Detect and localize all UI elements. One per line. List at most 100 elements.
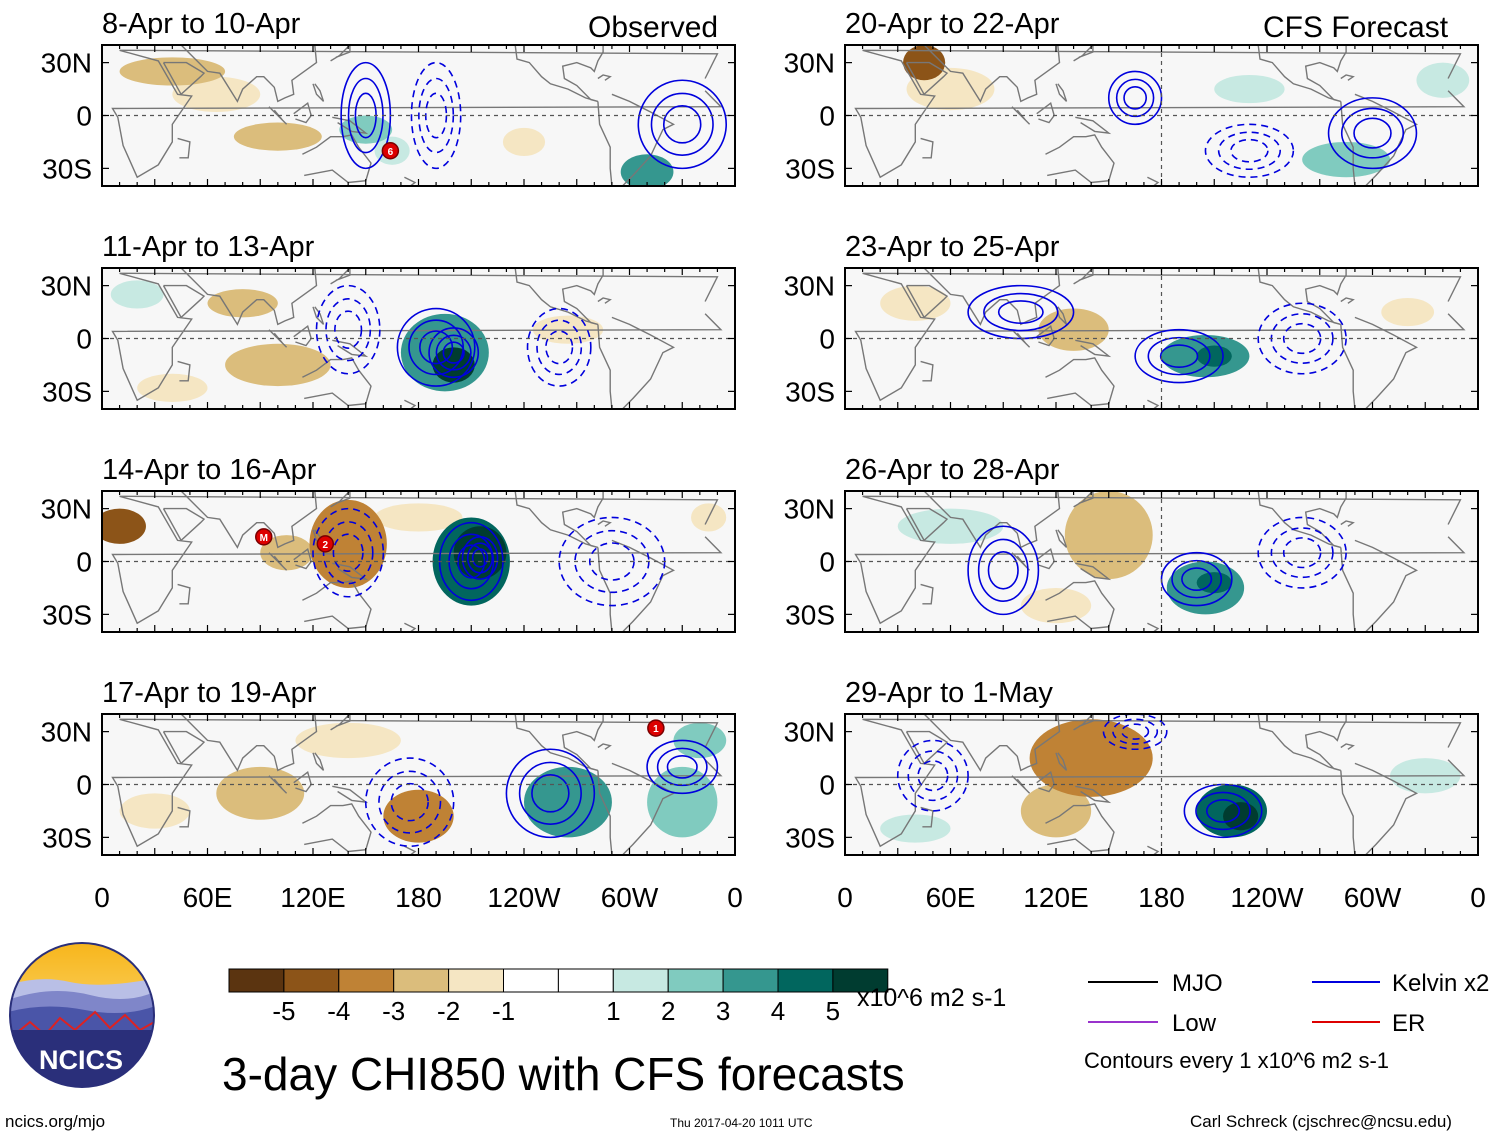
- coastline: [302, 134, 372, 184]
- kelvin-contour-positive: [505, 748, 596, 839]
- coastline: [597, 539, 676, 632]
- kelvin-contour-positive: [1134, 328, 1224, 384]
- coastline: [1340, 93, 1419, 186]
- anomaly-positive: [1223, 802, 1259, 831]
- coastline: [905, 507, 949, 542]
- colorbar-cell: [777, 968, 834, 993]
- anomaly-negative: [502, 127, 546, 157]
- anomaly-negative: [137, 373, 208, 402]
- coastline: [1340, 743, 1355, 750]
- anomaly-negative: [1029, 719, 1153, 797]
- lat-tick-label: 0: [819, 547, 835, 578]
- map-panel: 26-Apr to 28-Apr 30N 0 30S: [784, 454, 1479, 633]
- coastline: [312, 306, 325, 325]
- coastline: [920, 137, 934, 159]
- lon-tick-label: 60E: [926, 882, 976, 913]
- anomaly-negative: [1020, 784, 1092, 838]
- kelvin-contour-negative: [526, 307, 592, 387]
- lat-tick-label: 30N: [784, 717, 835, 748]
- kelvin-contour-positive: [435, 334, 472, 371]
- anomaly-positive: [880, 814, 951, 843]
- coastline: [111, 718, 723, 848]
- anomaly-negative: [295, 722, 401, 759]
- coastline: [1011, 552, 1031, 571]
- footer-credit: Carl Schreck (cjschrec@ncsu.edu): [1190, 1112, 1452, 1131]
- lat-tick-label: 0: [819, 324, 835, 355]
- coastline: [111, 495, 723, 625]
- legend-low-label: Low: [1172, 1010, 1217, 1037]
- kelvin-contour-negative: [364, 757, 455, 847]
- footer-timestamp: Thu 2017-04-20 1011 UTC: [670, 1116, 813, 1130]
- coastline: [1011, 775, 1031, 794]
- ncics-logo: NCICS: [9, 942, 155, 1088]
- coastline: [905, 61, 949, 96]
- coastline: [177, 583, 191, 605]
- legend-kelvin-label: Kelvin x2: [1392, 970, 1489, 997]
- colorbar-tick-label: -3: [382, 996, 405, 1026]
- map-panel: 20-Apr to 22-Apr 30N 0 30S: [784, 8, 1479, 187]
- coastline: [268, 552, 288, 571]
- colorbar-cell: [283, 968, 340, 993]
- colorbar-cell: [448, 968, 505, 993]
- kelvin-contour-positive: [662, 105, 702, 144]
- kelvin-contour-positive: [1340, 107, 1405, 159]
- lon-tick-label: 180: [1138, 882, 1185, 913]
- coastline: [1340, 316, 1419, 409]
- coastline: [1075, 785, 1112, 804]
- coastline: [1075, 339, 1112, 358]
- kelvin-contour-negative: [1112, 718, 1159, 745]
- coastline: [1011, 329, 1031, 348]
- colorbar-tick-label: 4: [771, 996, 785, 1026]
- coastline: [330, 491, 351, 508]
- kelvin-contour-positive: [1107, 70, 1163, 126]
- lon-axis-right: 0 60E 120E 180 120W 60W 0: [837, 882, 1486, 913]
- anomaly-positive: [110, 280, 164, 309]
- panel-title: 11-Apr to 13-Apr: [102, 231, 315, 263]
- colorbar-cell: [722, 968, 779, 993]
- coastline: [597, 93, 676, 186]
- kelvin-contour-negative: [1230, 138, 1269, 163]
- colorbar-cell: [393, 968, 450, 993]
- coastline: [330, 714, 351, 731]
- footer-url: ncics.org/mjo: [5, 1112, 105, 1131]
- colorbar-units: x10^6 m2 s-1: [857, 984, 1006, 1012]
- coastline: [177, 806, 191, 828]
- map-panel: 23-Apr to 25-Apr 30N 0 30S: [784, 231, 1479, 410]
- lat-tick-label: 30S: [42, 376, 92, 407]
- coastline: [302, 803, 372, 853]
- legend-er-label: ER: [1392, 1010, 1425, 1037]
- coastline: [111, 272, 723, 402]
- kelvin-contour-positive: [646, 739, 719, 795]
- anomaly-positive: [1416, 62, 1470, 98]
- lat-tick-label: 30N: [41, 48, 92, 79]
- storm-marker: 2: [316, 535, 335, 553]
- coastline: [597, 762, 676, 855]
- coastline: [920, 806, 934, 828]
- coastline: [1045, 803, 1115, 853]
- lat-tick-label: 30N: [41, 494, 92, 525]
- kelvin-contour-positive: [977, 538, 1029, 602]
- coastline: [180, 714, 318, 772]
- lon-tick-label: 0: [837, 882, 853, 913]
- coastline: [597, 74, 612, 81]
- kelvin-contour-negative: [312, 507, 385, 598]
- kelvin-contour-positive: [428, 327, 480, 379]
- kelvin-contour-negative: [917, 760, 949, 792]
- kelvin-contour-positive: [1181, 567, 1213, 592]
- anomaly-positive: [1196, 345, 1232, 367]
- lon-tick-label: 0: [94, 882, 110, 913]
- anomaly-negative: [309, 499, 387, 588]
- panel-title: 8-Apr to 10-Apr: [102, 8, 301, 40]
- kelvin-contour-positive: [461, 536, 499, 580]
- kelvin-contour-negative: [390, 782, 429, 822]
- colorbar-cell: [612, 968, 669, 993]
- coastline: [920, 360, 934, 382]
- legend: MJO Kelvin x2 Low ER Contours every 1 x1…: [1084, 970, 1489, 1073]
- map-panel: 29-Apr to 1-May 30N 0 30S: [784, 677, 1479, 856]
- legend-mjo-label: MJO: [1172, 970, 1223, 997]
- anomaly-negative: [1381, 297, 1435, 327]
- kelvin-contour-positive: [983, 292, 1059, 332]
- contour-note: Contours every 1 x10^6 m2 s-1: [1084, 1048, 1389, 1073]
- coastline: [923, 268, 1061, 326]
